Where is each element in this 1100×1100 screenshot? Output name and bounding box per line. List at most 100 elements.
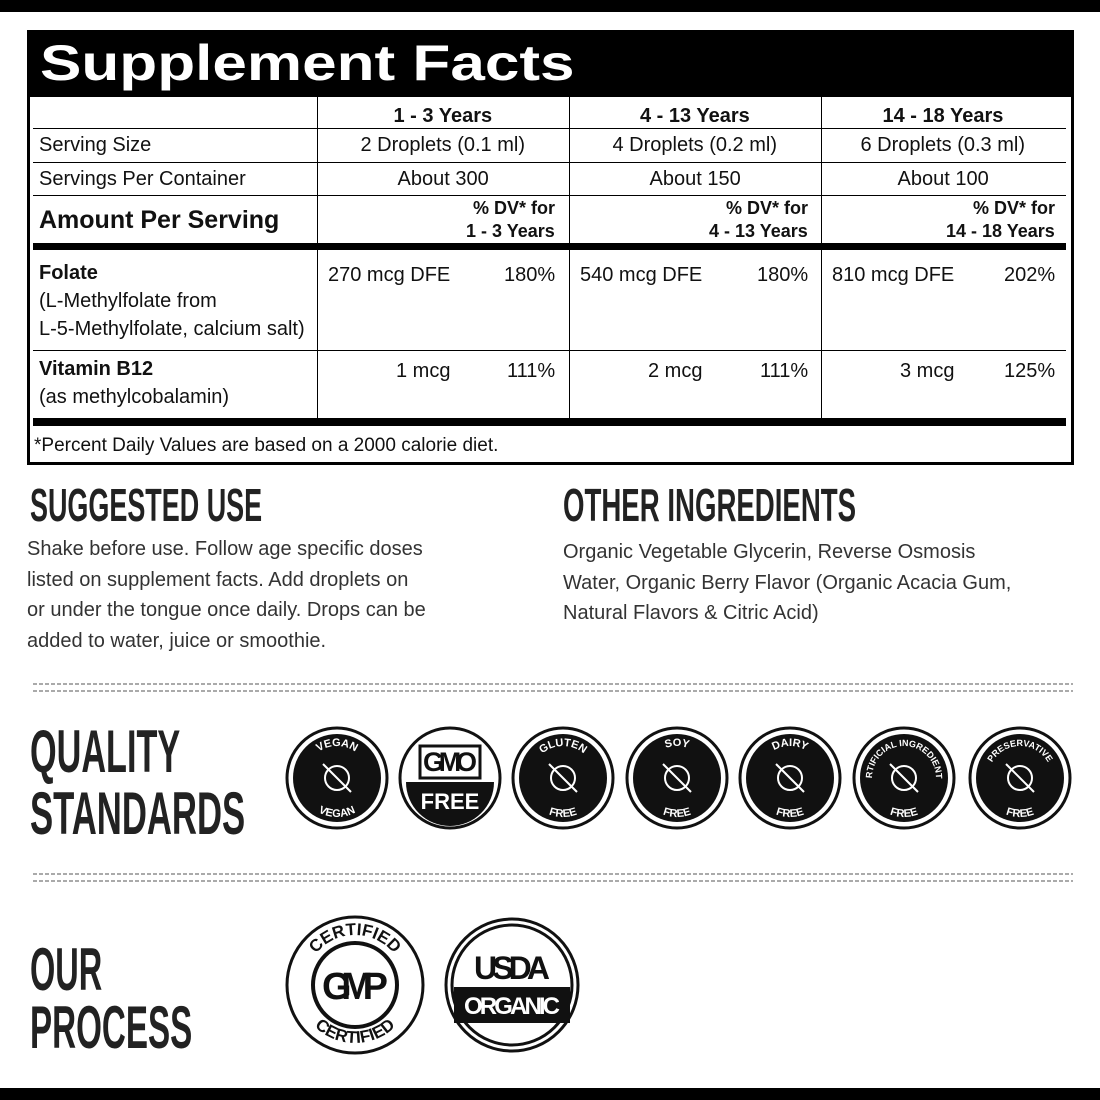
nutrient-detail: (L-Methylfolate from (39, 290, 217, 312)
badge-label: FREE (662, 806, 692, 820)
dv-header: % DV* for (473, 198, 556, 218)
body-text: Water, Organic Berry Flavor (Organic Aca… (563, 571, 1012, 594)
top-bar (0, 0, 1100, 12)
badge-icon (891, 765, 917, 791)
body-text: listed on supplement facts. Add droplets… (27, 568, 409, 591)
row-divider (33, 350, 1066, 351)
row-divider (33, 162, 1066, 163)
nutrient-detail: (as methylcobalamin) (39, 386, 230, 408)
facts-header (27, 30, 1074, 97)
badge-label: VEGAN (317, 804, 357, 820)
amount-label: Amount Per Serving (39, 206, 280, 234)
column-divider (821, 97, 822, 418)
amount: 810 mcg DFE (832, 264, 955, 286)
badge-band (454, 987, 570, 1023)
badge-label: FREE (662, 806, 692, 820)
dv-header: % DV* for (973, 198, 1056, 218)
badge-label: ORGANIC (464, 993, 560, 1020)
badge-label: FREE (548, 806, 578, 820)
servings: About 300 (397, 168, 489, 190)
badge-label: VEGAN (317, 804, 357, 820)
badge-label: VEGAN (314, 737, 360, 754)
badge-ring (311, 941, 399, 1029)
serving-size: 6 Droplets (0.3 ml) (860, 134, 1026, 156)
badge-label: FREE (889, 806, 919, 820)
badge-label: FREE (775, 806, 805, 820)
column-divider (569, 97, 570, 418)
body-text: Organic Vegetable Glycerin, Reverse Osmo… (563, 541, 976, 563)
daily-value: 180% (504, 264, 556, 286)
body-text: Natural Flavors & Citric Acid) (563, 602, 819, 624)
badge-label: SOY (663, 737, 691, 751)
footnote: *Percent Daily Values are based on a 200… (34, 435, 499, 456)
badge-label: GLUTEN (537, 737, 589, 756)
amount: 270 mcg DFE (328, 264, 451, 286)
row-label: Serving Size (39, 134, 152, 156)
dv-header: 4 - 13 Years (709, 221, 808, 241)
badge-icon (324, 765, 350, 791)
column-divider (317, 97, 318, 418)
column-header: 4 - 13 Years (640, 105, 750, 127)
dv-header: 1 - 3 Years (466, 221, 555, 241)
badge-label: SOY (663, 737, 691, 751)
badge-icon (889, 763, 919, 793)
daily-value: 202% (1004, 264, 1056, 286)
amount: 1 mcg (396, 360, 451, 382)
nutrient-detail: L-5-Methylfolate, calcium salt) (39, 318, 305, 340)
badge-label: FREE (1005, 806, 1035, 820)
badge-icon (322, 763, 352, 793)
badge-fill (406, 782, 494, 826)
servings: About 100 (897, 168, 989, 190)
section-heading: PROCESS (30, 994, 193, 1061)
thick-divider (33, 418, 1066, 426)
body-text: or under the tongue once daily. Drops ca… (27, 599, 426, 621)
badge-label: GMP (322, 966, 388, 1008)
badge-label: GMO (423, 747, 477, 777)
nutrient-name: Folate (39, 262, 98, 284)
body-text: Shake before use. Follow age specific do… (27, 538, 423, 560)
thick-divider (33, 243, 1066, 250)
section-heading: OUR (30, 936, 103, 1003)
badge-icon (664, 765, 690, 791)
badge-label: GLUTEN (537, 737, 589, 756)
amount: 540 mcg DFE (580, 264, 703, 286)
badge-label: USDA (474, 950, 550, 986)
daily-value: 180% (757, 264, 809, 286)
bottom-bar (0, 1088, 1100, 1100)
dv-header: 14 - 18 Years (946, 221, 1055, 241)
badge-icon (775, 763, 805, 793)
badge-label: FREE (1005, 806, 1035, 820)
row-label: Servings Per Container (39, 168, 246, 190)
badge-icon (1007, 765, 1033, 791)
daily-value: 111% (760, 360, 809, 382)
badge-frame (418, 744, 482, 780)
badge-label: DAIRY (770, 737, 810, 753)
row-divider (33, 195, 1066, 196)
section-heading: SUGGESTED USE (30, 479, 263, 531)
badge-icon (662, 763, 692, 793)
serving-size: 4 Droplets (0.2 ml) (612, 134, 778, 156)
servings: About 150 (649, 168, 741, 190)
badge-icon (777, 765, 803, 791)
badge-icon (548, 763, 578, 793)
badge-label: FREE (548, 806, 578, 820)
column-header: 1 - 3 Years (393, 105, 493, 127)
badge-icon (1005, 763, 1035, 793)
badge-label: VEGAN (314, 737, 360, 754)
daily-value: 125% (1004, 360, 1056, 382)
amount: 2 mcg (648, 360, 703, 382)
row-divider (33, 128, 1066, 129)
daily-value: 111% (507, 360, 556, 382)
column-header: 14 - 18 Years (882, 105, 1004, 127)
nutrient-name: Vitamin B12 (39, 358, 154, 380)
badge-label: FREE (775, 806, 805, 820)
facts-title: Supplement Facts (40, 35, 575, 91)
section-heading: OTHER INGREDIENTS (563, 479, 857, 531)
badge-icon (550, 765, 576, 791)
badge-label: DAIRY (770, 737, 810, 753)
badge-label: FREE (421, 789, 480, 814)
dv-header: % DV* for (726, 198, 809, 218)
badge-label: FREE (889, 806, 919, 820)
amount: 3 mcg (900, 360, 955, 382)
